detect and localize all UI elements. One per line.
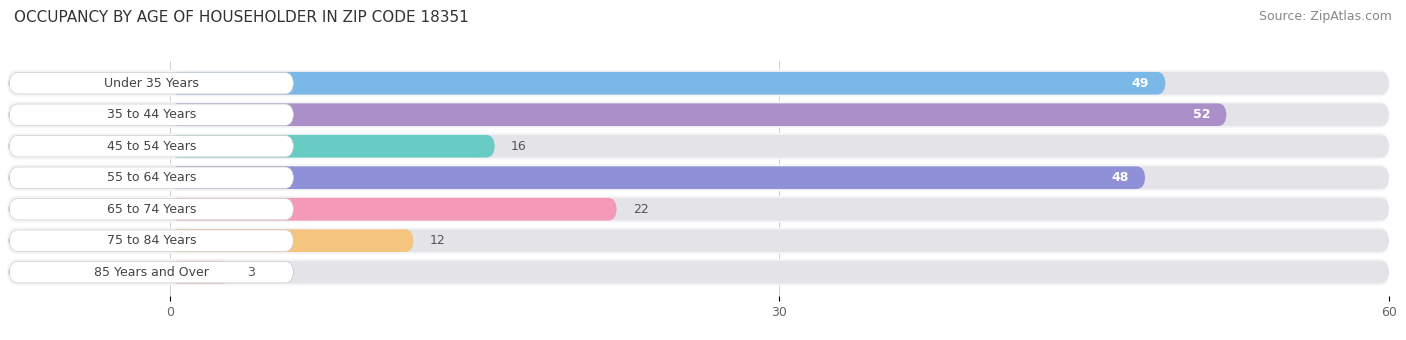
Text: 48: 48 — [1112, 171, 1129, 184]
FancyBboxPatch shape — [170, 230, 413, 252]
FancyBboxPatch shape — [170, 198, 617, 221]
FancyBboxPatch shape — [8, 136, 294, 157]
FancyBboxPatch shape — [170, 135, 1389, 157]
FancyBboxPatch shape — [170, 103, 1226, 126]
FancyBboxPatch shape — [170, 166, 1389, 189]
FancyBboxPatch shape — [8, 104, 294, 125]
Text: 52: 52 — [1192, 108, 1211, 121]
Text: 35 to 44 Years: 35 to 44 Years — [107, 108, 195, 121]
Text: Under 35 Years: Under 35 Years — [104, 77, 198, 90]
FancyBboxPatch shape — [7, 102, 1389, 128]
Text: 85 Years and Over: 85 Years and Over — [94, 266, 208, 279]
FancyBboxPatch shape — [8, 167, 294, 188]
FancyBboxPatch shape — [170, 261, 1389, 284]
FancyBboxPatch shape — [7, 133, 1389, 159]
FancyBboxPatch shape — [7, 227, 1389, 254]
FancyBboxPatch shape — [8, 230, 294, 251]
FancyBboxPatch shape — [8, 199, 294, 220]
Text: 55 to 64 Years: 55 to 64 Years — [107, 171, 195, 184]
FancyBboxPatch shape — [170, 261, 231, 284]
FancyBboxPatch shape — [170, 166, 1146, 189]
FancyBboxPatch shape — [8, 261, 294, 283]
FancyBboxPatch shape — [170, 198, 1389, 221]
Text: 49: 49 — [1132, 77, 1149, 90]
Text: 65 to 74 Years: 65 to 74 Years — [107, 203, 195, 216]
Text: OCCUPANCY BY AGE OF HOUSEHOLDER IN ZIP CODE 18351: OCCUPANCY BY AGE OF HOUSEHOLDER IN ZIP C… — [14, 10, 468, 25]
Text: 75 to 84 Years: 75 to 84 Years — [107, 234, 195, 247]
FancyBboxPatch shape — [170, 135, 495, 157]
FancyBboxPatch shape — [170, 72, 1389, 95]
FancyBboxPatch shape — [170, 230, 1389, 252]
FancyBboxPatch shape — [170, 72, 1166, 95]
FancyBboxPatch shape — [7, 70, 1389, 97]
Text: 16: 16 — [512, 140, 527, 153]
Text: 45 to 54 Years: 45 to 54 Years — [107, 140, 195, 153]
Text: 3: 3 — [247, 266, 254, 279]
Text: 12: 12 — [430, 234, 446, 247]
FancyBboxPatch shape — [7, 259, 1389, 285]
FancyBboxPatch shape — [8, 72, 294, 94]
FancyBboxPatch shape — [7, 196, 1389, 222]
Text: Source: ZipAtlas.com: Source: ZipAtlas.com — [1258, 10, 1392, 23]
Text: 22: 22 — [633, 203, 648, 216]
FancyBboxPatch shape — [7, 165, 1389, 191]
FancyBboxPatch shape — [170, 103, 1389, 126]
